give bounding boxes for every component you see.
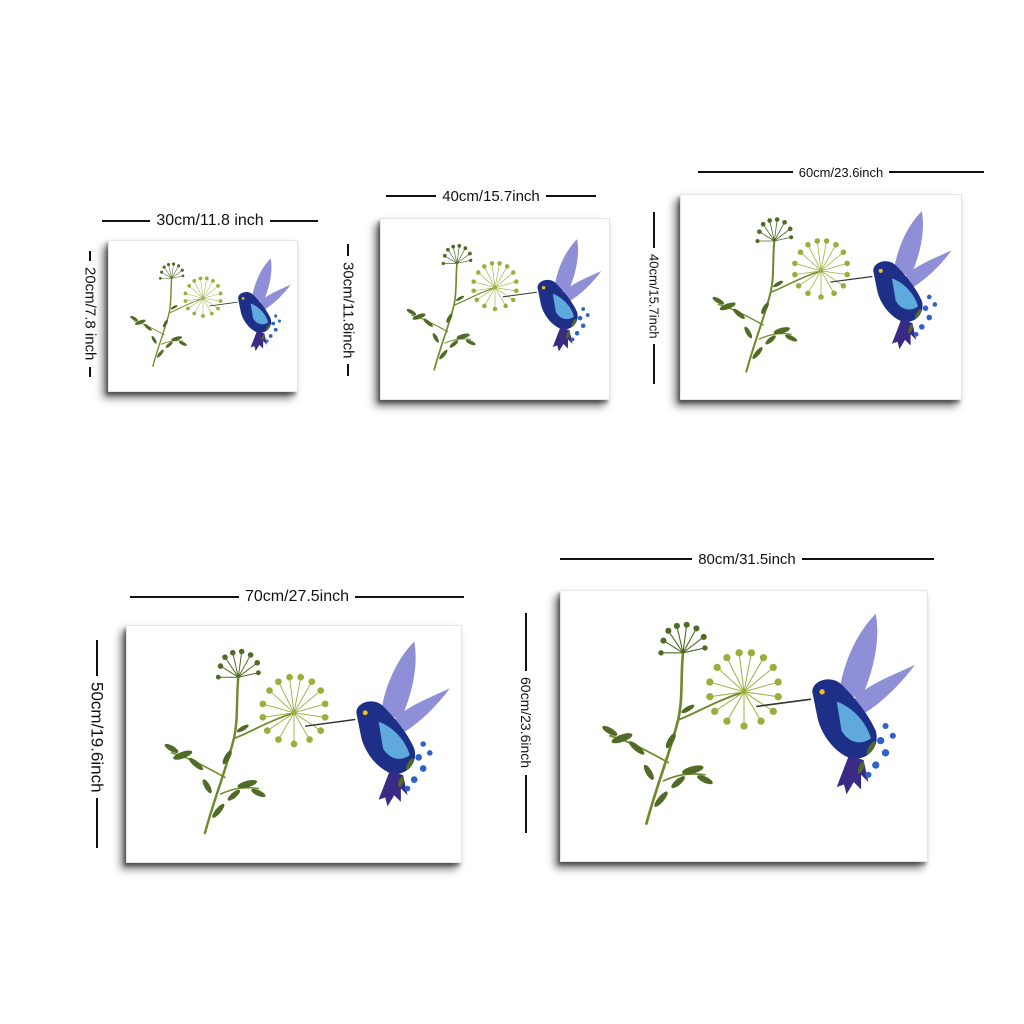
height-dimension-line: 20cm/7.8 inch	[78, 232, 102, 396]
dimension-rule	[102, 220, 151, 222]
width-label: 80cm/31.5inch	[698, 550, 796, 568]
dimension-rule	[801, 558, 934, 560]
width-label: 40cm/15.7inch	[442, 187, 540, 205]
artwork-image	[164, 641, 450, 835]
dimension-rule	[89, 366, 91, 377]
dimension-rule	[698, 171, 793, 173]
canvas-print-40x30	[380, 218, 610, 400]
canvas-print-70x50	[126, 625, 462, 863]
dimension-rule	[653, 344, 655, 385]
height-label: 60cm/23.6inch	[518, 677, 534, 769]
width-dimension-line: 60cm/23.6inch	[698, 162, 984, 182]
wildflower-icon	[406, 244, 519, 371]
hummingbird-icon	[502, 239, 602, 352]
width-dimension-line: 30cm/11.8 inch	[102, 210, 319, 232]
artwork-image	[406, 239, 602, 371]
width-dimension-line: 40cm/15.7inch	[386, 185, 596, 207]
hummingbird-icon	[830, 211, 952, 350]
height-dimension-line: 60cm/23.6inch	[514, 592, 538, 854]
height-dimension-line: 30cm/11.8inch	[336, 222, 360, 398]
width-label: 60cm/23.6inch	[798, 164, 884, 180]
dimension-rule	[386, 195, 437, 197]
height-label: 40cm/15.7inch	[646, 253, 662, 339]
artwork-image	[130, 258, 291, 367]
wildflower-icon	[602, 621, 782, 825]
height-dimension-line: 40cm/15.7inch	[642, 196, 666, 400]
artwork-image	[602, 613, 915, 825]
dimension-rule	[269, 220, 319, 222]
hummingbird-icon	[209, 258, 291, 352]
width-label: 30cm/11.8 inch	[156, 212, 264, 229]
canvas-print-30x20	[108, 240, 298, 392]
dimension-rule	[889, 171, 984, 173]
height-label: 30cm/11.8inch	[339, 261, 357, 359]
wildflower-icon	[712, 217, 850, 373]
dimension-rule	[653, 211, 655, 248]
dimension-rule	[545, 195, 596, 197]
dimension-rule	[89, 251, 91, 262]
width-label: 70cm/27.5inch	[244, 588, 350, 605]
wildflower-icon	[130, 262, 223, 367]
dimension-rule	[560, 558, 693, 560]
height-dimension-line: 50cm/19.6inch	[84, 626, 110, 862]
dimension-rule	[347, 243, 349, 256]
dimension-rule	[355, 596, 464, 598]
dimension-rule	[525, 613, 527, 672]
height-label: 20cm/7.8 inch	[81, 267, 99, 361]
dimension-rule	[525, 774, 527, 833]
height-label: 50cm/19.6inch	[87, 681, 107, 793]
canvas-print-80x60	[560, 590, 928, 862]
dimension-rule	[96, 639, 98, 676]
canvas-print-60x40	[680, 194, 962, 400]
hummingbird-icon	[305, 641, 450, 807]
wildflower-icon	[164, 648, 329, 835]
width-dimension-line: 70cm/27.5inch	[130, 586, 464, 608]
dimension-rule	[347, 364, 349, 377]
width-dimension-line: 80cm/31.5inch	[560, 548, 934, 570]
dimension-rule	[130, 596, 239, 598]
hummingbird-icon	[756, 613, 915, 795]
dimension-rule	[96, 798, 98, 849]
artwork-image	[712, 211, 952, 373]
